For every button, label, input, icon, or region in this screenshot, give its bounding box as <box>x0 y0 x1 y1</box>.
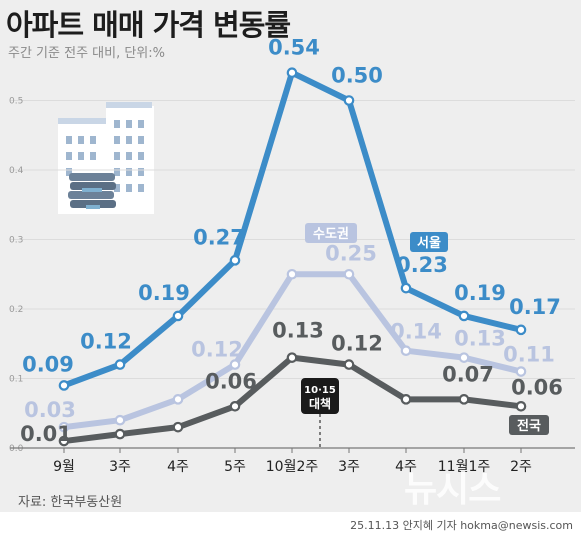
annotation-box <box>301 378 339 414</box>
data-point-capital <box>458 352 470 363</box>
y-tick-label: 0.1 <box>9 375 23 385</box>
line-chart: 0.0 0.1 0.2 0.3 0.4 0.5 9월 3주 4주 5주 10월2주 3주 4주 11월1… <box>9 36 575 475</box>
series-tag-box-capital <box>305 223 357 243</box>
data-point-capital <box>343 268 355 280</box>
x-tick-label: 5주 <box>224 459 246 475</box>
data-point-capital <box>172 394 184 405</box>
data-label-national: 0.13 <box>272 319 324 343</box>
data-point-capital <box>114 414 126 426</box>
series-tag-box-seoul <box>410 232 448 252</box>
data-point-seoul <box>286 67 298 78</box>
data-point-national <box>458 394 470 405</box>
x-tick-label: 11월1주 <box>438 459 491 475</box>
chart-title: 아파트 매매 가격 변동률 <box>6 8 291 42</box>
data-point-seoul <box>400 282 412 294</box>
annotation-label-line2: 대책 <box>309 396 331 411</box>
data-labels: 0.090.120.190.270.540.500.230.190.170.03… <box>20 36 563 446</box>
data-label-capital: 0.13 <box>454 327 506 351</box>
x-tick-label: 10월2주 <box>266 459 319 475</box>
data-point-capital <box>286 268 298 280</box>
annotation-label-line1: 10·15 <box>304 385 336 396</box>
data-label-capital: 0.12 <box>191 338 243 362</box>
data-point-seoul <box>343 95 355 106</box>
y-tick-label: 0.2 <box>9 305 23 315</box>
newsis-watermark: 뉴시스 <box>404 469 501 510</box>
data-point-capital <box>58 421 70 433</box>
data-label-national: 0.06 <box>205 369 257 393</box>
data-point-national <box>229 400 241 412</box>
x-tick-label: 3주 <box>338 459 360 475</box>
data-point-national <box>400 394 412 405</box>
data-point-national <box>515 400 527 412</box>
data-point-seoul <box>229 255 241 266</box>
data-label-seoul: 0.27 <box>193 225 245 249</box>
data-label-seoul: 0.54 <box>268 36 320 60</box>
series-layer <box>58 67 527 447</box>
data-point-seoul <box>458 310 470 322</box>
x-tick-label: 4주 <box>395 459 417 475</box>
data-point-capital <box>400 345 412 356</box>
coin-stack-icon <box>68 173 116 209</box>
data-label-seoul: 0.19 <box>454 281 506 305</box>
data-point-national <box>114 428 126 440</box>
data-label-seoul: 0.19 <box>138 281 190 305</box>
data-point-national <box>343 359 355 370</box>
x-tick-label: 2주 <box>510 459 532 475</box>
series-tag-national: 전국 <box>517 418 541 434</box>
data-label-capital: 0.14 <box>390 320 442 344</box>
data-label-national: 0.12 <box>331 332 383 356</box>
data-label-national: 0.01 <box>20 422 72 446</box>
data-label-capital: 0.11 <box>503 343 555 367</box>
x-tick-label: 3주 <box>109 459 131 475</box>
data-label-seoul: 0.17 <box>509 295 561 319</box>
credit-line: 25.11.13 안지혜 기자 hokma@newsis.com <box>350 519 573 532</box>
series-tag-box-national <box>509 415 549 435</box>
data-label-seoul: 0.12 <box>80 330 132 354</box>
data-point-seoul <box>172 310 184 322</box>
data-point-national <box>58 435 70 447</box>
data-point-national <box>172 421 184 433</box>
x-tick-label: 9월 <box>53 459 75 475</box>
y-tick-label: 0.4 <box>9 166 24 176</box>
data-point-seoul <box>58 380 70 391</box>
x-tick-label: 4주 <box>167 459 189 475</box>
data-point-seoul <box>114 359 126 370</box>
y-tick-label: 0.3 <box>9 236 23 246</box>
data-point-capital <box>515 366 527 377</box>
series-tag-capital: 수도권 <box>313 227 349 242</box>
chart-subtitle: 주간 기준 전주 대비, 단위:% <box>8 46 165 61</box>
data-label-seoul: 0.23 <box>396 253 448 277</box>
y-tick-label: 0.0 <box>9 444 24 454</box>
apartment-building-icon <box>58 102 154 214</box>
x-axis: 9월 3주 4주 5주 10월2주 3주 4주 11월1주 2주 <box>10 447 575 475</box>
data-label-seoul: 0.09 <box>22 352 74 376</box>
data-label-national: 0.06 <box>511 375 563 399</box>
data-point-national <box>286 352 298 363</box>
data-label-capital: 0.25 <box>325 241 377 265</box>
y-tick-label: 0.5 <box>9 97 23 107</box>
data-label-national: 0.07 <box>442 362 494 386</box>
series-tag-seoul: 서울 <box>417 235 441 251</box>
y-gridlines <box>10 100 575 379</box>
source-note: 자료: 한국부동산원 <box>18 495 123 510</box>
data-label-capital: 0.03 <box>24 398 76 422</box>
data-point-capital <box>229 359 241 370</box>
y-tick-labels: 0.0 0.1 0.2 0.3 0.4 0.5 <box>9 97 24 455</box>
data-point-seoul <box>515 324 527 336</box>
data-label-seoul: 0.50 <box>331 64 383 88</box>
